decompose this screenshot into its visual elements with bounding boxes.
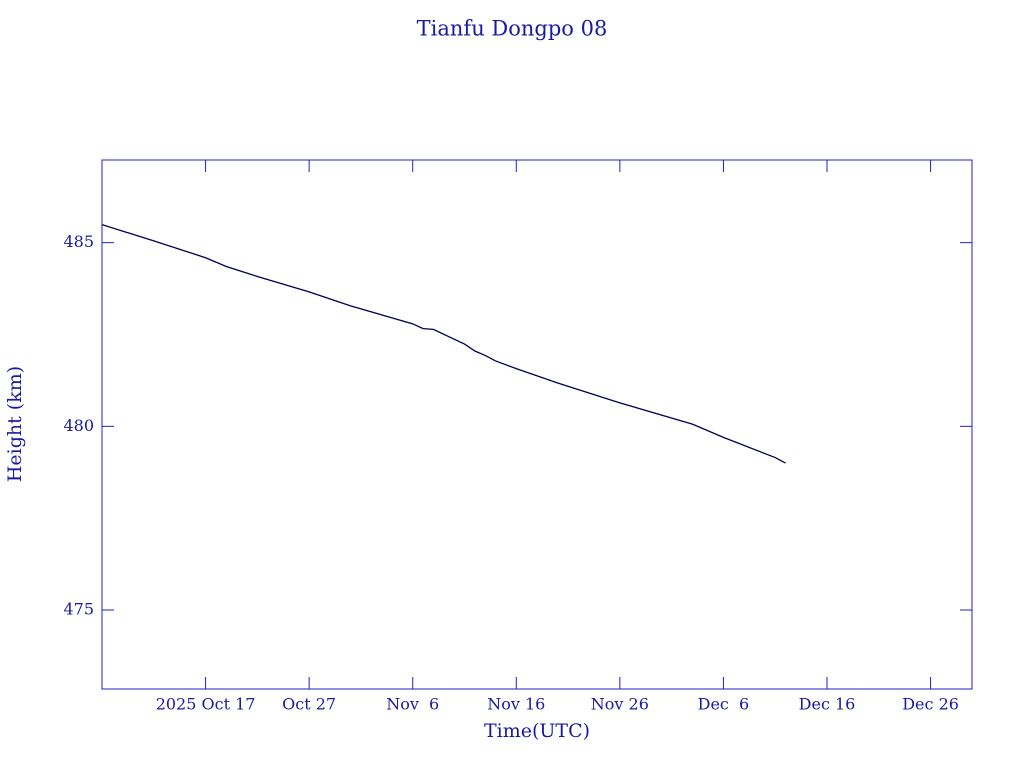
plot-frame: [101, 159, 973, 690]
y-tick-label: 480: [63, 416, 94, 435]
x-tick-label: Dec 16: [799, 695, 856, 714]
x-tick-label: Dec 26: [902, 695, 959, 714]
data-line: [101, 224, 786, 464]
chart-title: Tianfu Dongpo 08: [417, 17, 608, 41]
x-tick-label: Nov 6: [386, 695, 439, 714]
x-tick-label: Dec 6: [698, 695, 750, 714]
x-tick-label: Nov 26: [591, 695, 649, 714]
y-tick-label: 485: [63, 232, 94, 251]
y-tick-label: 475: [63, 600, 94, 619]
x-axis-label: Time(UTC): [484, 720, 590, 742]
x-tick-label: Oct 27: [282, 695, 336, 714]
x-tick-label: 2025 Oct 17: [156, 695, 256, 714]
x-tick-label: Nov 16: [487, 695, 545, 714]
y-axis-label: Height (km): [4, 366, 26, 482]
